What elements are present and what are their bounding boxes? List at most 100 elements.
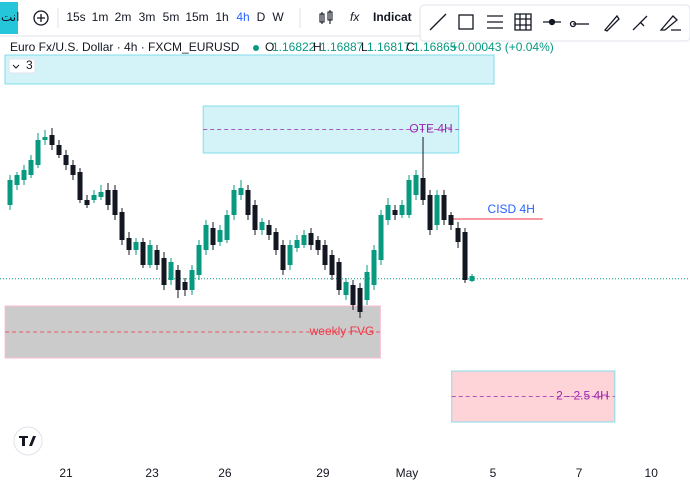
interval-button[interactable]: 4h [236,10,249,24]
close-value: 1.16865 [413,40,457,54]
interval-button[interactable]: 15m [185,10,208,24]
candle-body [21,170,27,180]
candle-body [350,285,356,305]
candle-body [301,235,307,245]
interval-button[interactable]: D [257,10,266,24]
hline-dot [548,18,556,26]
candle-body [238,188,244,195]
collapse-chevron [12,64,20,69]
interval-group: 15s 1m 2m 3m 5m 15m 1h 4h D W [66,10,284,24]
candle-body [175,270,181,290]
collapsed-count: 3 [26,58,33,72]
change-value: +0.00043 (+0.04%) [451,40,554,54]
candle-body [364,272,370,300]
interval-button[interactable]: 1h [215,10,228,24]
candle-body [42,137,48,140]
market-status-dot [253,45,259,51]
open-label: O [265,40,274,54]
candle-body [406,180,412,215]
interval-button[interactable]: 3m [139,10,156,24]
candle-body [126,238,132,250]
x-tick-label: 10 [645,466,659,480]
interval-button[interactable]: 15s [66,10,85,24]
brush-tool[interactable] [603,14,620,32]
rectangle-tool[interactable] [458,14,474,30]
candle-body [210,228,216,245]
symbol-title: Euro Fx/U.S. Dollar · 4h · FXCM_EURUSD [10,40,240,54]
candle-body [469,276,475,281]
high-label: H [313,40,322,54]
collapse-button[interactable] [8,58,36,74]
candle-body [63,155,69,165]
grid-tool[interactable] [514,13,532,31]
indicators-button[interactable]: Indicat [373,10,412,24]
zone-box [4,305,381,359]
candle-body [231,190,237,215]
candle-body [441,195,447,220]
candle-body [420,178,426,200]
close-label: C [406,40,415,54]
chart-type-icon[interactable] [319,10,333,24]
candle-body [413,175,419,195]
ray-dot [569,20,577,28]
candle-body [308,233,314,245]
drawing-toolbar [419,4,690,42]
pen-tool[interactable] [632,15,648,31]
interval-button[interactable]: W [272,10,284,24]
candle-body [77,172,83,200]
add-symbol-icon[interactable] [33,10,49,26]
candle-body [455,228,461,242]
locale-button[interactable] [0,2,18,34]
fib-tool[interactable] [487,15,503,29]
candle-body [329,255,335,275]
plot-area: OTE 4H weekly FVG 2 - 2.5 4H CISD 4H 21 23 26 2… [0,105,690,480]
zone-label: OTE 4H [409,122,452,136]
fx-icon[interactable]: fx [350,10,360,24]
locale-label: انت [1,10,19,24]
candle-body [28,160,34,175]
candle-body [84,200,90,205]
candle-body [49,135,55,145]
candle-body [105,190,111,205]
candle-body [119,212,125,240]
zone-label: 2 - 2.5 4H [556,389,609,403]
candle-body [266,225,272,235]
level-label: CISD 4H [488,202,535,216]
interval-button[interactable]: 1m [92,10,109,24]
low-label: L [361,40,368,54]
candle-body [147,245,153,265]
x-tick-label: 29 [316,466,330,480]
candle-body [462,232,468,280]
tv-logo [13,426,43,456]
candle-body [280,245,286,270]
low-value: 1.16817 [367,40,411,54]
candle-body [322,245,328,265]
highlighter-tool[interactable] [659,15,681,31]
candle-body [357,288,363,312]
x-tick-label: May [396,466,419,480]
candle-body [35,140,41,165]
high-value: 1.16887 [320,40,364,54]
candle-body [168,262,174,280]
candle-body [7,180,13,205]
candle-body [196,245,202,275]
candle-body [273,232,279,250]
candle-body [224,215,230,240]
candle-body [98,192,104,197]
interval-button[interactable]: 2m [115,10,132,24]
candle-body [133,242,139,250]
interval-button[interactable]: 5m [163,10,180,24]
candle-body [294,240,300,248]
candle-body [343,282,349,295]
trendline-tool[interactable] [429,13,447,31]
ohlc-legend: O 1.16822 H 1.16887 L 1.16817 C 1.16865 … [265,40,554,54]
candle-body [259,222,265,230]
candle-body [70,165,76,175]
candle-body [427,195,433,230]
candle-body [336,262,342,290]
x-tick-label: 26 [218,466,232,480]
candle-body [448,215,454,225]
x-tick-label: 21 [59,466,73,480]
